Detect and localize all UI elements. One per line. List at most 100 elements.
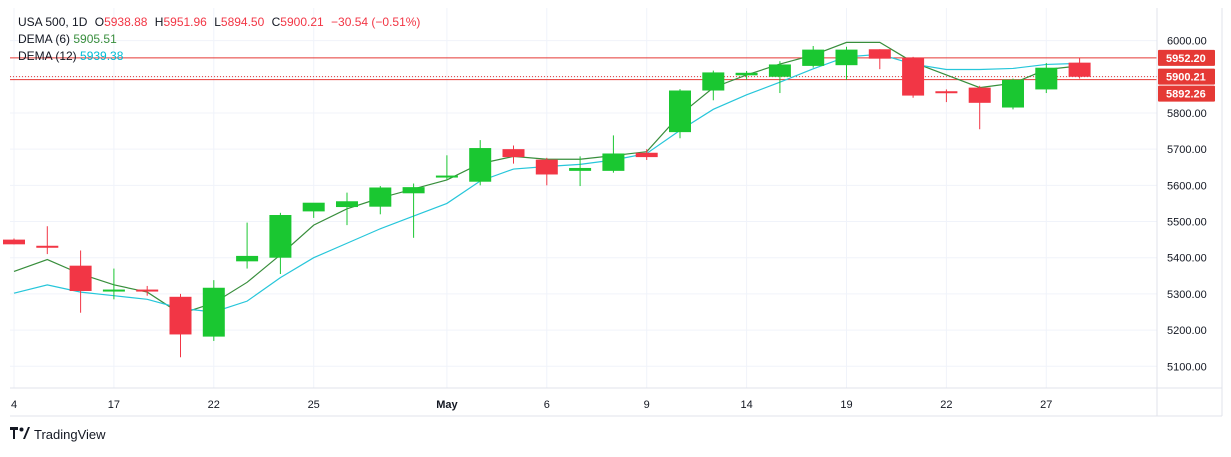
candle[interactable] — [435, 155, 458, 180]
candle[interactable] — [369, 186, 392, 215]
y-tick-label: 5800.00 — [1167, 108, 1207, 120]
candle[interactable] — [735, 70, 758, 80]
candle[interactable] — [302, 202, 325, 218]
change-value: −30.54 (−0.51%) — [331, 15, 421, 29]
dema12-row[interactable]: DEMA (12) 5939.38 — [18, 48, 420, 65]
candle-body — [868, 49, 891, 59]
x-tick-label: 9 — [644, 399, 650, 411]
candle[interactable] — [202, 280, 225, 341]
candle[interactable] — [702, 70, 725, 101]
candle-body — [968, 87, 991, 103]
candle-body — [635, 152, 658, 158]
candle[interactable] — [968, 85, 991, 130]
candle-body — [602, 153, 625, 171]
candle[interactable] — [569, 156, 592, 187]
x-tick-label: 25 — [308, 399, 320, 411]
candle[interactable] — [236, 222, 259, 269]
x-tick-label: 14 — [740, 399, 752, 411]
candle[interactable] — [935, 89, 958, 103]
candle[interactable] — [3, 238, 25, 245]
y-tick-label: 5500.00 — [1167, 217, 1207, 229]
candle[interactable] — [1068, 57, 1091, 79]
candle[interactable] — [868, 49, 891, 70]
dema6-label: DEMA (6) — [18, 32, 71, 46]
close-value: 5900.21 — [280, 15, 324, 29]
chart-legend: USA 500, 1D O5938.88 H5951.96 L5894.50 C… — [18, 14, 420, 65]
candle-body — [1068, 62, 1091, 77]
candles[interactable] — [3, 46, 1091, 358]
x-tick-label: 4 — [11, 399, 17, 411]
candle[interactable] — [502, 145, 525, 164]
candle-body — [569, 167, 592, 171]
price-label-box — [1158, 49, 1215, 66]
candle-body — [236, 255, 259, 262]
candle-body — [735, 72, 758, 76]
symbol-label: USA 500, 1D — [18, 15, 88, 29]
candle-body — [535, 159, 558, 175]
candle-body — [202, 287, 225, 337]
y-tick-label: 6000.00 — [1167, 36, 1207, 48]
candle[interactable] — [36, 226, 59, 255]
close-label: C — [271, 15, 281, 29]
candle[interactable] — [835, 46, 858, 80]
candle-body — [69, 265, 92, 292]
grid — [10, 8, 1157, 388]
candle[interactable] — [69, 250, 92, 313]
y-tick-label: 5700.00 — [1167, 144, 1207, 156]
candle-body — [802, 49, 825, 66]
candle[interactable] — [169, 293, 192, 358]
dema12-value: 5939.38 — [80, 49, 124, 63]
low-value: 5894.50 — [220, 15, 265, 29]
candle[interactable] — [269, 212, 292, 274]
x-tick-label: 22 — [940, 399, 952, 411]
low-label: L — [214, 15, 221, 29]
candle[interactable] — [102, 268, 125, 300]
candle[interactable] — [469, 140, 492, 186]
candle-body — [469, 148, 492, 182]
y-tick-label: 5200.00 — [1167, 325, 1207, 337]
price-lines — [10, 57, 1157, 81]
candle-body — [36, 245, 59, 248]
price-label-text: 5900.21 — [1166, 72, 1206, 84]
candle[interactable] — [1002, 78, 1024, 110]
y-tick-label: 5400.00 — [1167, 253, 1207, 265]
candle[interactable] — [669, 89, 691, 139]
candle[interactable] — [136, 285, 159, 296]
candle-body — [269, 215, 292, 258]
candle-body — [336, 201, 358, 208]
candle-body — [1002, 79, 1024, 108]
y-tick-label: 5300.00 — [1167, 289, 1207, 301]
candle[interactable] — [336, 192, 358, 226]
candle-body — [935, 91, 958, 94]
candle-body — [136, 289, 159, 292]
candle[interactable] — [768, 61, 791, 94]
candle[interactable] — [635, 149, 658, 160]
ohlc-row: USA 500, 1D O5938.88 H5951.96 L5894.50 C… — [18, 14, 420, 31]
brand-name: TradingView — [34, 426, 106, 442]
candle-body — [669, 90, 691, 133]
candle-body — [768, 64, 791, 77]
dema6-value: 5905.51 — [73, 32, 117, 46]
price-label-box — [1158, 85, 1215, 102]
x-tick-label: May — [436, 399, 458, 411]
y-tick-label: 5600.00 — [1167, 180, 1207, 192]
tradingview-logo[interactable]: TradingView — [10, 426, 106, 442]
candle[interactable] — [802, 46, 825, 68]
open-value: 5938.88 — [104, 15, 148, 29]
x-tick-label: 6 — [544, 399, 550, 411]
candle[interactable] — [602, 135, 625, 173]
x-tick-label: 22 — [208, 399, 220, 411]
candle[interactable] — [1035, 63, 1058, 94]
price-label-box — [1158, 68, 1215, 85]
candle[interactable] — [902, 56, 925, 98]
candle-body — [402, 187, 425, 194]
price-labels: 5952.20 5900.21 5892.26 — [1158, 49, 1215, 102]
candle[interactable] — [402, 183, 425, 238]
candle-body — [835, 49, 858, 66]
candle-body — [3, 239, 25, 245]
candle-body — [1035, 67, 1058, 90]
dema6-row[interactable]: DEMA (6) 5905.51 — [18, 31, 420, 48]
candle[interactable] — [535, 157, 558, 186]
